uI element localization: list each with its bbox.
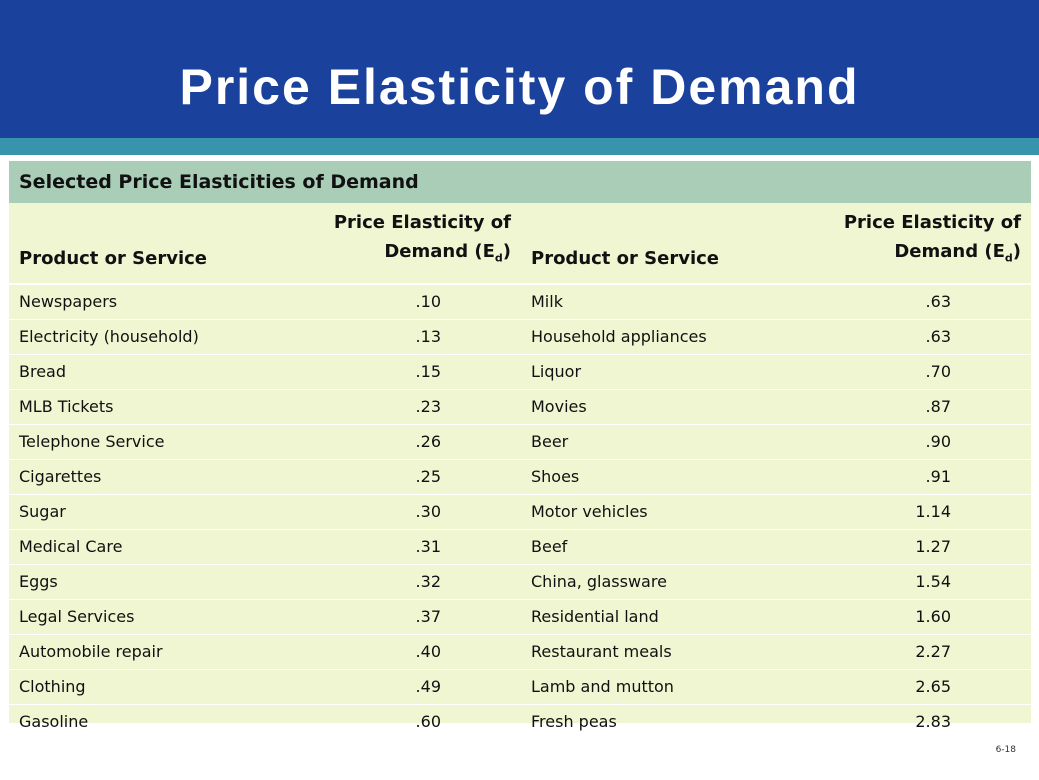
table-row: Gasoline .60 Fresh peas 2.83: [9, 704, 1031, 740]
header-elasticity-sub: d: [494, 252, 503, 265]
header-elasticity-line2: Demand (E: [894, 241, 1005, 263]
table-row: MLB Tickets .23 Movies .87: [9, 389, 1031, 425]
left-product-cell: Sugar: [9, 494, 271, 530]
header-elasticity-line1: Price Elasticity of: [843, 212, 1021, 234]
table-row: Telephone Service .26 Beer .90: [9, 424, 1031, 460]
left-elasticity-cell: .26: [271, 424, 521, 460]
header-accent-band: [0, 138, 1039, 155]
header-product-left: Product or Service: [9, 203, 271, 285]
left-product-cell: Electricity (household): [9, 319, 271, 355]
right-elasticity-cell: 1.27: [781, 529, 1031, 565]
left-product-cell: MLB Tickets: [9, 389, 271, 425]
header-elasticity-right: Price Elasticity of Demand (Ed): [781, 203, 1031, 285]
table-row: Bread .15 Liquor .70: [9, 354, 1031, 390]
table-header-row: Product or Service Price Elasticity of D…: [9, 203, 1031, 285]
elasticity-table: Product or Service Price Elasticity of D…: [9, 203, 1031, 740]
right-elasticity-cell: 1.54: [781, 564, 1031, 600]
header-elasticity-line1: Price Elasticity of: [333, 212, 511, 234]
right-elasticity-cell: 1.14: [781, 494, 1031, 530]
left-product-cell: Telephone Service: [9, 424, 271, 460]
table-row: Medical Care .31 Beef 1.27: [9, 529, 1031, 565]
right-elasticity-cell: .87: [781, 389, 1031, 425]
left-elasticity-cell: .60: [271, 704, 521, 740]
right-product-cell: Motor vehicles: [521, 494, 781, 530]
left-elasticity-cell: .23: [271, 389, 521, 425]
left-elasticity-cell: .32: [271, 564, 521, 600]
table-row: Automobile repair .40 Restaurant meals 2.27: [9, 634, 1031, 670]
left-elasticity-cell: .15: [271, 354, 521, 390]
table-row: Cigarettes .25 Shoes .91: [9, 459, 1031, 495]
left-elasticity-cell: .25: [271, 459, 521, 495]
left-product-cell: Legal Services: [9, 599, 271, 635]
left-product-cell: Gasoline: [9, 704, 271, 740]
header-elasticity-end: ): [1012, 241, 1021, 263]
header-elasticity-left: Price Elasticity of Demand (Ed): [271, 203, 521, 285]
left-elasticity-cell: .13: [271, 319, 521, 355]
right-product-cell: Residential land: [521, 599, 781, 635]
right-elasticity-cell: .63: [781, 284, 1031, 320]
table-row: Newspapers .10 Milk .63: [9, 284, 1031, 320]
left-elasticity-cell: .10: [271, 284, 521, 320]
right-product-cell: Shoes: [521, 459, 781, 495]
left-product-cell: Cigarettes: [9, 459, 271, 495]
right-product-cell: China, glassware: [521, 564, 781, 600]
right-elasticity-cell: 1.60: [781, 599, 1031, 635]
right-elasticity-cell: 2.65: [781, 669, 1031, 705]
right-product-cell: Liquor: [521, 354, 781, 390]
left-elasticity-cell: .40: [271, 634, 521, 670]
left-product-cell: Clothing: [9, 669, 271, 705]
right-elasticity-cell: 2.27: [781, 634, 1031, 670]
right-product-cell: Movies: [521, 389, 781, 425]
table-row: Legal Services .37 Residential land 1.60: [9, 599, 1031, 635]
table-row: Eggs .32 China, glassware 1.54: [9, 564, 1031, 600]
left-elasticity-cell: .30: [271, 494, 521, 530]
right-elasticity-cell: .90: [781, 424, 1031, 460]
right-product-cell: Milk: [521, 284, 781, 320]
table-caption: Selected Price Elasticities of Demand: [9, 161, 1031, 203]
right-product-cell: Beer: [521, 424, 781, 460]
right-product-cell: Lamb and mutton: [521, 669, 781, 705]
header-elasticity-line2: Demand (E: [384, 241, 495, 263]
right-elasticity-cell: .63: [781, 319, 1031, 355]
left-product-cell: Automobile repair: [9, 634, 271, 670]
right-elasticity-cell: 2.83: [781, 704, 1031, 740]
header-product-right: Product or Service: [521, 203, 781, 285]
right-product-cell: Beef: [521, 529, 781, 565]
right-product-cell: Restaurant meals: [521, 634, 781, 670]
elasticity-table-container: Selected Price Elasticities of Demand Pr…: [9, 161, 1031, 740]
table-row: Sugar .30 Motor vehicles 1.14: [9, 494, 1031, 530]
table-row: Clothing .49 Lamb and mutton 2.65: [9, 669, 1031, 705]
left-product-cell: Bread: [9, 354, 271, 390]
left-product-cell: Newspapers: [9, 284, 271, 320]
header-elasticity-end: ): [502, 241, 511, 263]
left-elasticity-cell: .37: [271, 599, 521, 635]
header-elasticity-sub: d: [1004, 252, 1013, 265]
right-elasticity-cell: .70: [781, 354, 1031, 390]
slide-title: Price Elasticity of Demand: [179, 59, 860, 115]
slide-header: Price Elasticity of Demand: [0, 0, 1039, 138]
left-product-cell: Medical Care: [9, 529, 271, 565]
table-row: Electricity (household) .13 Household appl…: [9, 319, 1031, 355]
left-product-cell: Eggs: [9, 564, 271, 600]
table-body: Newspapers .10 Milk .63 Electricity (househo…: [9, 284, 1031, 740]
right-product-cell: Fresh peas: [521, 704, 781, 740]
left-elasticity-cell: .49: [271, 669, 521, 705]
right-elasticity-cell: .91: [781, 459, 1031, 495]
right-product-cell: Household appliances: [521, 319, 781, 355]
page-number: 6-18: [995, 745, 1016, 755]
left-elasticity-cell: .31: [271, 529, 521, 565]
